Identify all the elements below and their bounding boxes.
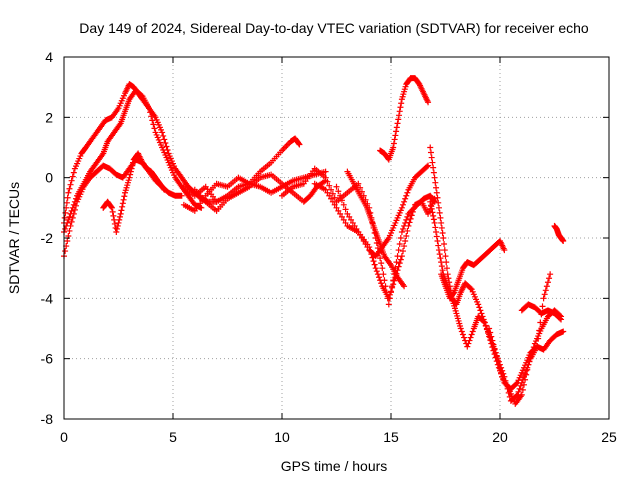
y-tick-label-6: 4	[45, 49, 53, 65]
series-2-markers	[61, 156, 185, 260]
series-3	[100, 150, 168, 235]
series-15	[486, 307, 565, 407]
series-11-markers	[377, 75, 432, 163]
x-tick-label-3: 15	[383, 429, 399, 445]
series-5	[180, 135, 303, 214]
series-10	[344, 168, 408, 290]
x-axis-label: GPS time / hours	[281, 458, 388, 474]
series-13-markers	[427, 198, 554, 404]
series-2	[61, 156, 185, 260]
series-5-markers	[180, 135, 303, 214]
plot-frame	[63, 56, 610, 420]
x-tick-label-5: 25	[601, 429, 617, 445]
y-axis-label: SDTVAR / TECUs	[6, 182, 22, 294]
chart-title: Day 149 of 2024, Sidereal Day-to-day VTE…	[79, 20, 589, 36]
y-tick-label-2: -4	[41, 290, 54, 306]
x-tick-label-2: 10	[274, 429, 290, 445]
series-14	[438, 238, 508, 302]
series-17-markers	[551, 222, 567, 245]
series-11	[377, 75, 432, 163]
data-points	[61, 75, 567, 407]
y-tick-label-5: 2	[45, 109, 53, 125]
y-tick-label-3: -2	[41, 230, 54, 246]
series-15-markers	[486, 307, 565, 407]
series-16	[518, 301, 565, 323]
series-7-markers	[279, 165, 438, 308]
x-tick-label-0: 0	[60, 429, 68, 445]
x-tick-label-1: 5	[169, 429, 177, 445]
series-17	[551, 222, 567, 245]
series-3-markers	[100, 150, 168, 235]
y-tick-label-4: 0	[45, 170, 53, 186]
series-13	[427, 198, 554, 404]
series-16-markers	[518, 301, 565, 323]
series-14-markers	[438, 238, 508, 302]
x-tick-label-4: 20	[492, 429, 508, 445]
series-10-markers	[344, 168, 408, 290]
y-tick-label-0: -8	[41, 411, 54, 427]
series-7	[279, 165, 438, 308]
y-tick-label-1: -6	[41, 351, 54, 367]
